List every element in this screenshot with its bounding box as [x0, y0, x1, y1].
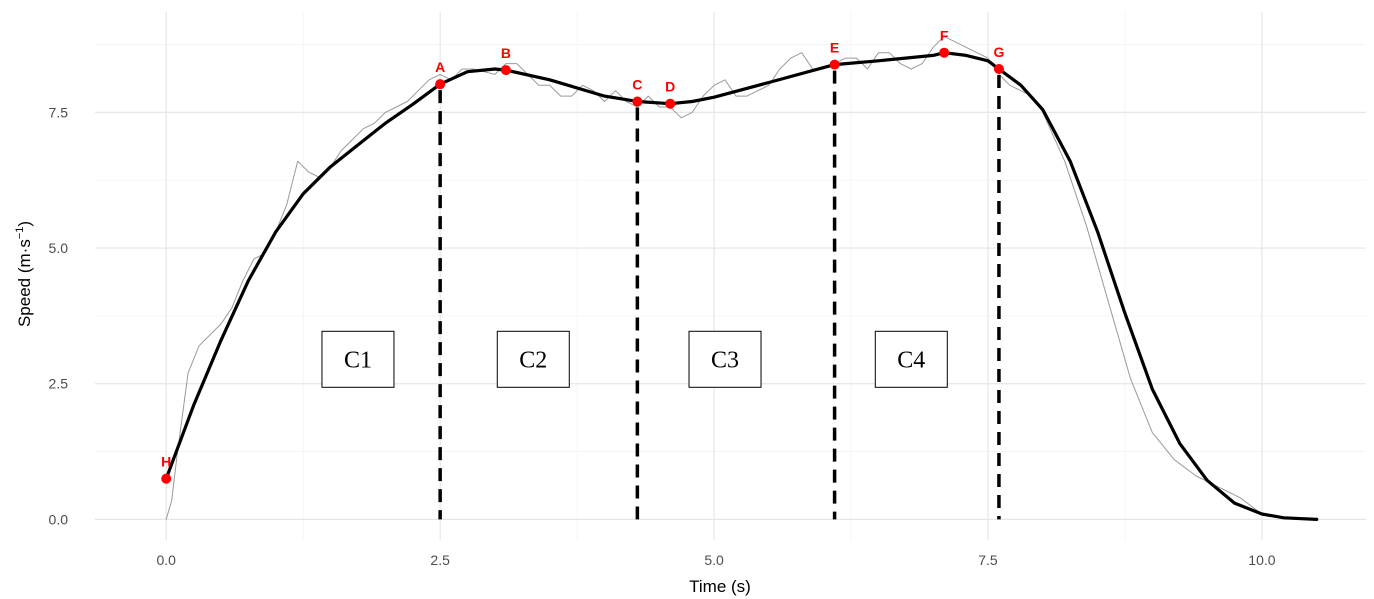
grid — [95, 12, 1366, 540]
key-point-marker — [161, 473, 172, 484]
series-layer — [164, 35, 1319, 522]
key-point-label: E — [830, 40, 839, 56]
phase-labels: C1 C2 C3 C4 — [321, 330, 948, 388]
key-point-marker — [993, 63, 1004, 74]
key-point-label: B — [501, 45, 511, 61]
smoothed-speed-line — [164, 51, 1319, 522]
y-axis-title-suffix: ) — [15, 221, 34, 227]
phase-label-box — [321, 330, 395, 388]
x-tick-label: 10.0 — [1248, 552, 1275, 568]
y-tick-label: 2.5 — [49, 376, 69, 392]
key-point-marker — [500, 65, 511, 76]
key-point-marker — [435, 79, 446, 90]
tick-labels: 0.0 2.5 5.0 7.5 10.0 0.0 2.5 5.0 7.5 — [49, 104, 1276, 568]
key-point-label: F — [940, 28, 949, 44]
key-points: H A B C D E F G — [161, 28, 1004, 484]
phase-label-box — [874, 330, 948, 388]
y-axis-title-superscript: −1 — [14, 227, 26, 240]
x-tick-label: 2.5 — [430, 552, 450, 568]
key-point-marker — [632, 96, 643, 107]
key-point-marker — [665, 98, 676, 109]
key-point-label: A — [435, 59, 445, 75]
key-point-marker — [829, 59, 840, 70]
key-point-label: D — [665, 79, 675, 95]
y-axis-title: Speed (m·s−1) — [14, 221, 34, 327]
phase-label-text: C4 — [897, 347, 925, 373]
x-axis-title: Time (s) — [689, 577, 751, 596]
key-point-label: C — [632, 77, 642, 93]
key-point-label: H — [161, 454, 171, 470]
x-tick-label: 7.5 — [978, 552, 998, 568]
key-point-marker — [939, 47, 950, 58]
y-axis-title-main: Speed (m·s — [15, 239, 34, 327]
y-tick-label: 7.5 — [49, 104, 69, 120]
phase-label-text: C2 — [519, 347, 547, 373]
x-tick-label: 5.0 — [704, 552, 724, 568]
phase-label-box — [496, 330, 570, 388]
phase-label-box — [688, 330, 762, 388]
phase-boundaries — [438, 70, 1001, 520]
phase-label-text: C1 — [344, 347, 372, 373]
y-tick-label: 0.0 — [49, 511, 69, 527]
y-tick-label: 5.0 — [49, 240, 69, 256]
phase-label-text: C3 — [711, 347, 739, 373]
key-point-label: G — [993, 44, 1004, 60]
x-tick-label: 0.0 — [156, 552, 176, 568]
